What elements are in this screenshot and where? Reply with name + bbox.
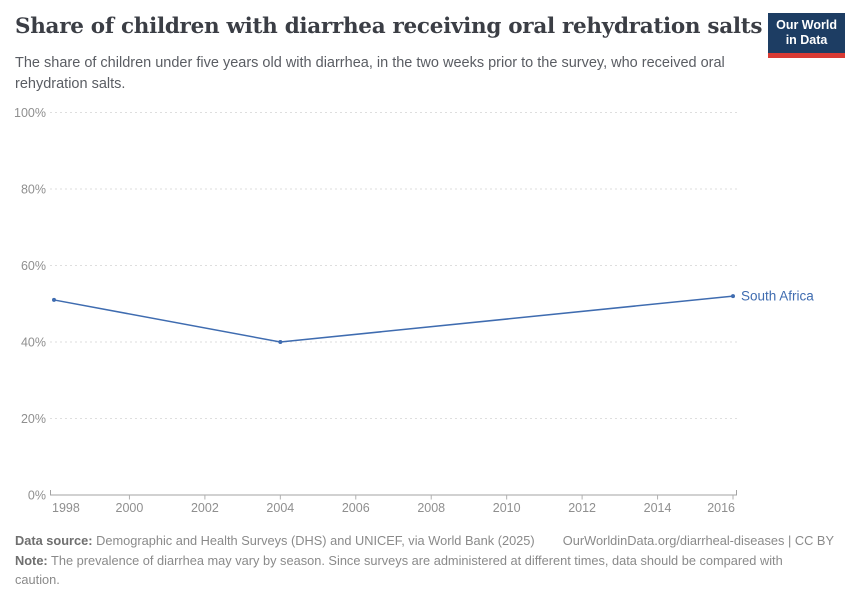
- owid-logo[interactable]: Our World in Data: [768, 13, 845, 58]
- source-row: Data source: Demographic and Health Surv…: [15, 531, 834, 550]
- data-point[interactable]: [52, 297, 56, 302]
- note-label: Note:: [15, 553, 48, 569]
- y-tick-label: 80%: [21, 183, 46, 197]
- y-tick-label: 60%: [21, 259, 46, 273]
- data-point[interactable]: [278, 340, 283, 344]
- data-source-text: Data source: Demographic and Health Surv…: [15, 533, 535, 548]
- owid-url-link[interactable]: OurWorldinData.org/diarrheal-diseases | …: [562, 533, 834, 548]
- data-source-label: Data source:: [15, 533, 93, 548]
- x-tick-label: 1998: [52, 501, 80, 515]
- y-tick-label: 40%: [21, 336, 46, 350]
- chart-note: Note: The prevalence of diarrhea may var…: [15, 553, 783, 588]
- data-line[interactable]: [53, 295, 734, 343]
- x-tick-label: 2000: [116, 501, 144, 515]
- x-tick-label: 2012: [568, 501, 596, 515]
- x-tick-label: 2002: [191, 501, 219, 515]
- owid-logo-line1: Our World: [776, 18, 837, 32]
- y-tick-label: 0%: [28, 489, 46, 503]
- x-tick-label: 2010: [493, 501, 521, 515]
- x-tick-label: 2008: [417, 501, 445, 515]
- chart-title: Share of children with diarrhea receivin…: [15, 14, 763, 39]
- x-tick-label: 2016: [707, 501, 735, 515]
- x-tick-label: 2014: [644, 501, 672, 515]
- chart-subtitle: The share of children under five years o…: [15, 55, 725, 93]
- y-tick-label: 20%: [21, 412, 46, 426]
- series-label[interactable]: South Africa: [741, 289, 814, 304]
- x-tick-label: 2006: [342, 501, 370, 515]
- owid-logo-line2: in Data: [785, 33, 828, 48]
- y-tick-label: 100%: [14, 106, 46, 120]
- chart-footer: Data source: Demographic and Health Surv…: [15, 531, 834, 590]
- data-point[interactable]: [731, 294, 735, 299]
- x-tick-label: 2004: [266, 501, 294, 515]
